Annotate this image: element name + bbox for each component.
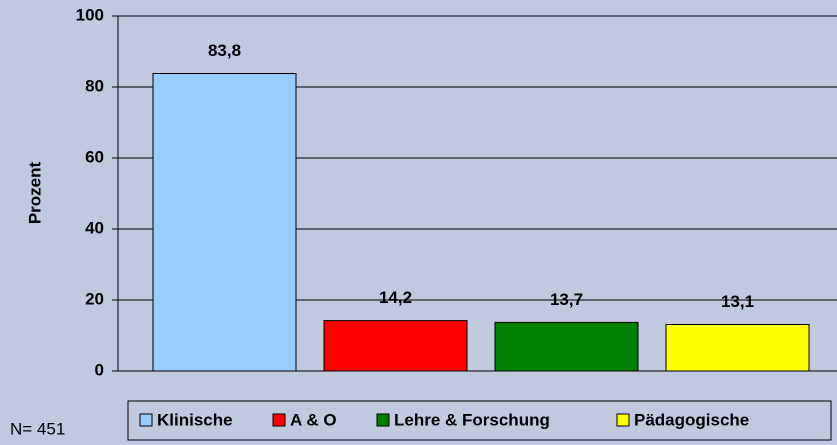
y-tick-label: 0 [95, 360, 104, 379]
annotation: N= 451 [10, 419, 65, 438]
legend-label: A & O [290, 410, 337, 429]
y-axis-label: Prozent [25, 161, 44, 224]
legend-swatch [376, 413, 390, 427]
legend-label: Klinische [157, 410, 233, 429]
data-label: 14,2 [379, 288, 412, 307]
legend-label: Pädagogische [634, 410, 749, 429]
y-tick-label: 100 [76, 5, 104, 24]
bar [323, 320, 468, 372]
legend-swatch [616, 413, 630, 427]
data-label: 13,1 [721, 292, 754, 311]
legend-label: Lehre & Forschung [394, 410, 550, 429]
data-label: 13,7 [550, 290, 583, 309]
legend-swatch [139, 413, 153, 427]
data-label: 83,8 [208, 41, 241, 60]
legend-box [127, 400, 832, 441]
y-tick-label: 40 [85, 218, 104, 237]
y-tick-label: 80 [85, 76, 104, 95]
bar [152, 73, 297, 372]
y-tick-label: 60 [85, 147, 104, 166]
bar [494, 321, 639, 372]
y-tick-label: 20 [85, 289, 104, 308]
legend-swatch [272, 413, 286, 427]
bar [665, 323, 810, 372]
